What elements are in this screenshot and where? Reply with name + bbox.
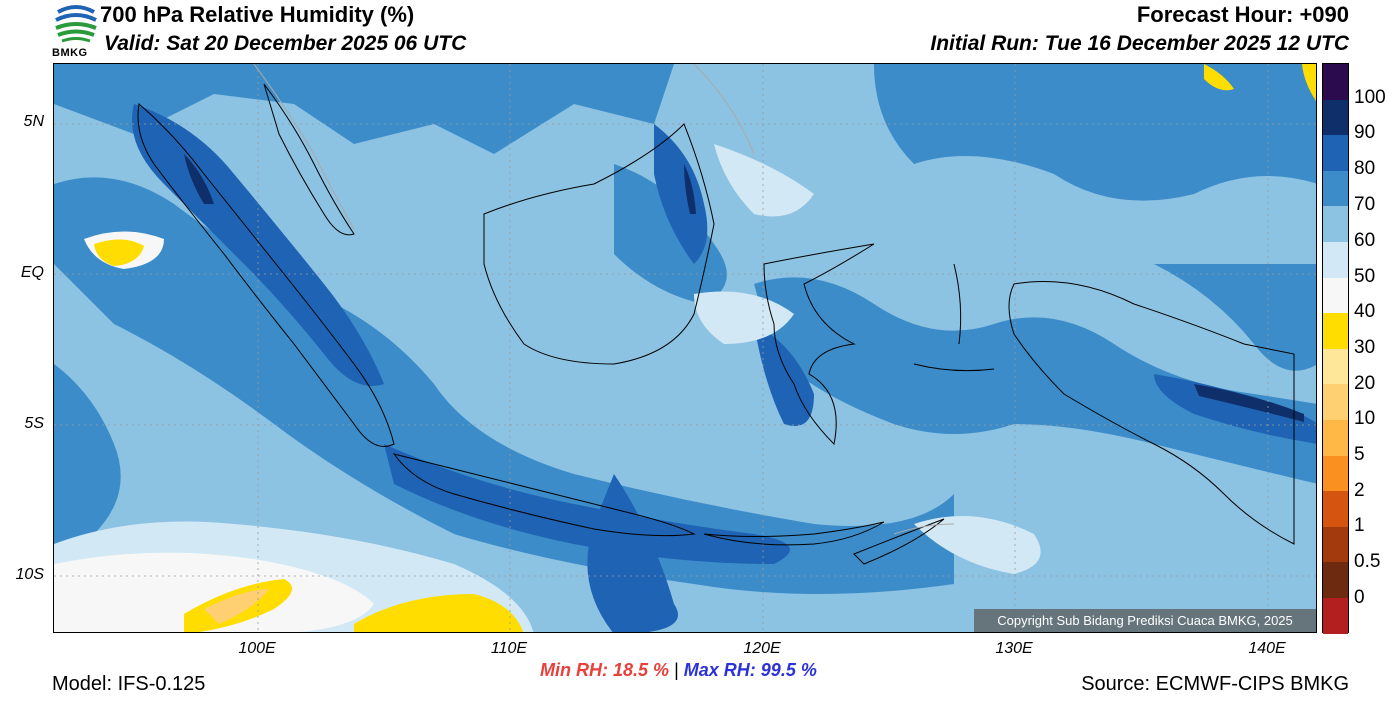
- max-rh-value: 99.5 %: [760, 660, 817, 680]
- colorbar-label: 20: [1354, 373, 1376, 394]
- colorbar-label: 50: [1354, 266, 1376, 287]
- colorbar-label: 1: [1354, 515, 1365, 536]
- lat-label-eq: EQ: [20, 264, 44, 281]
- colorbar-swatch: [1323, 526, 1348, 563]
- logo-text: BMKG: [52, 47, 88, 59]
- lat-label-5s: 5S: [24, 415, 44, 432]
- colorbar-label: 30: [1354, 337, 1376, 358]
- new-guinea-coast: [1008, 281, 1295, 545]
- colorbar-label: 2: [1354, 480, 1365, 501]
- colorbar-label: 5: [1354, 444, 1365, 465]
- colorbar-swatch: [1323, 455, 1348, 492]
- colorbar-swatch: [1323, 597, 1348, 634]
- stats-separator: |: [674, 660, 679, 680]
- colorbar-label: 10: [1354, 408, 1376, 429]
- java-coast: [392, 453, 696, 537]
- lon-label-100e: 100E: [238, 640, 276, 657]
- colorbar-swatch: [1323, 348, 1348, 385]
- lon-label-130e: 130E: [995, 640, 1033, 657]
- colorbar-swatch: [1323, 384, 1348, 420]
- colorbar-swatch: [1323, 206, 1348, 242]
- colorbar-swatch: [1323, 99, 1348, 136]
- colorbar-swatch: [1323, 64, 1348, 100]
- colorbar-swatch: [1323, 562, 1348, 598]
- malaya-coast: [263, 83, 355, 236]
- borneo-coast: [483, 123, 715, 365]
- colorbar-label: 0.5: [1354, 551, 1381, 572]
- maluku-coast: [913, 263, 995, 372]
- rh-stats: Min RH: 18.5 % | Max RH: 99.5 %: [540, 660, 817, 681]
- lat-label-10s: 10S: [15, 566, 44, 583]
- humidity-field: [54, 64, 1316, 632]
- forecast-hour: Forecast Hour: +090: [1136, 2, 1349, 27]
- lon-label-120e: 120E: [743, 640, 781, 657]
- colorbar-swatch: [1323, 241, 1348, 278]
- copyright-note: Copyright Sub Bidang Prediksi Cuaca BMKG…: [974, 609, 1316, 632]
- colorbar-swatch: [1323, 419, 1348, 456]
- lat-label-5n: 5N: [23, 113, 44, 130]
- colorbar-label: 70: [1354, 194, 1376, 215]
- max-rh-label: Max RH:: [683, 660, 756, 680]
- nusa-tenggara-coast: [703, 521, 885, 546]
- colorbar-label: 60: [1354, 230, 1376, 251]
- colorbar-swatch: [1323, 491, 1348, 527]
- timor-coast: [853, 518, 945, 565]
- colorbar-swatch: [1323, 277, 1348, 314]
- colorbar-swatch: [1323, 313, 1348, 349]
- lon-label-110e: 110E: [490, 640, 528, 657]
- colorbar-swatch: [1323, 135, 1348, 171]
- min-rh-label: Min RH:: [540, 660, 608, 680]
- chart-title: 700 hPa Relative Humidity (%): [100, 2, 415, 27]
- model-info: Model: IFS-0.125: [52, 673, 206, 695]
- colorbar: [1322, 63, 1349, 634]
- humidity-map: [53, 63, 1317, 633]
- initial-run: Initial Run: Tue 16 December 2025 12 UTC: [930, 32, 1349, 55]
- sulawesi-coast: [763, 243, 875, 446]
- valid-time: Valid: Sat 20 December 2025 06 UTC: [104, 32, 467, 55]
- min-rh-value: 18.5 %: [613, 660, 670, 680]
- bmkg-logo-icon: [55, 2, 97, 43]
- colorbar-swatch: [1323, 170, 1348, 207]
- source-info: Source: ECMWF-CIPS BMKG: [1081, 673, 1349, 695]
- colorbar-label: 100: [1354, 87, 1386, 108]
- colorbar-label: 80: [1354, 158, 1376, 179]
- colorbar-label: 90: [1354, 122, 1376, 143]
- colorbar-label: 40: [1354, 301, 1376, 322]
- bmkg-logo: [52, 0, 100, 62]
- colorbar-label: 0: [1354, 587, 1365, 608]
- sumatra-coast: [137, 103, 395, 447]
- lon-label-140e: 140E: [1248, 640, 1286, 657]
